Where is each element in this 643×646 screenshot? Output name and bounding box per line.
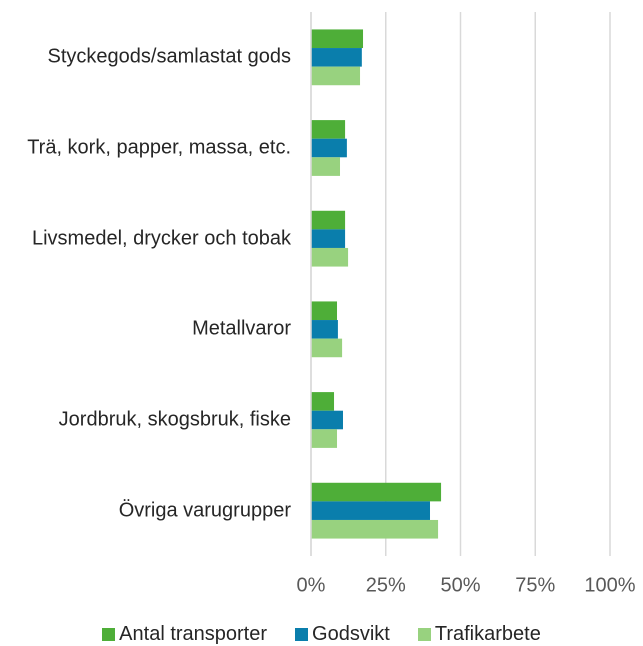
- x-tick-label: 0%: [297, 574, 326, 596]
- y-tick-label: Livsmedel, drycker och tobak: [32, 226, 291, 251]
- bar: [311, 157, 341, 176]
- bar: [311, 29, 364, 49]
- bar: [311, 301, 338, 321]
- category-text: Jordbruk, skogsbruk, fiske: [58, 408, 291, 431]
- category-text: Metallvaror: [192, 317, 291, 340]
- x-tick-label: 75%: [515, 574, 555, 596]
- legend: Antal transporter Godsvikt Trafikarbete: [0, 623, 643, 646]
- y-tick-label: Styckegods/samlastat gods: [48, 45, 291, 70]
- y-tick-label: Jordbruk, skogsbruk, fiske: [59, 408, 291, 433]
- bar: [311, 210, 346, 230]
- bar: [311, 66, 361, 86]
- legend-item: Trafikarbete: [417, 623, 541, 646]
- bar: [311, 410, 343, 430]
- category-text: Livsmedel, drycker och tobak: [31, 227, 291, 250]
- legend-swatch: [417, 628, 431, 641]
- bar: [311, 320, 338, 339]
- bar: [311, 48, 362, 67]
- legend-swatch: [102, 628, 116, 641]
- legend-label: Antal transporter: [119, 623, 268, 645]
- bar: [311, 229, 346, 248]
- bar: [311, 501, 431, 520]
- category-text: Styckegods/samlastat gods: [47, 45, 291, 68]
- category-text: Trä, kork, papper, massa, etc.: [27, 136, 291, 159]
- bar: [311, 392, 335, 411]
- bar: [311, 247, 349, 267]
- legend-item: Antal transporter: [102, 623, 267, 646]
- category-text: Övriga varugrupper: [118, 499, 291, 522]
- legend-label: Trafikarbete: [434, 623, 541, 645]
- bar: [311, 138, 347, 158]
- x-tick-label: 25%: [366, 574, 406, 596]
- x-tick-label: 100%: [584, 574, 635, 596]
- y-tick-label: Övriga varugrupper: [119, 498, 291, 523]
- legend-swatch: [295, 628, 309, 641]
- bar: [311, 429, 338, 448]
- bar: [311, 338, 343, 358]
- y-tick-label: Metallvaror: [192, 317, 291, 342]
- y-tick-label: Trä, kork, papper, massa, etc.: [27, 136, 291, 161]
- bar: [311, 482, 442, 502]
- legend-item: Godsvikt: [295, 623, 390, 646]
- x-tick-label: 50%: [440, 574, 480, 596]
- legend-label: Godsvikt: [312, 623, 390, 645]
- bar: [311, 519, 439, 539]
- bar: [311, 120, 346, 139]
